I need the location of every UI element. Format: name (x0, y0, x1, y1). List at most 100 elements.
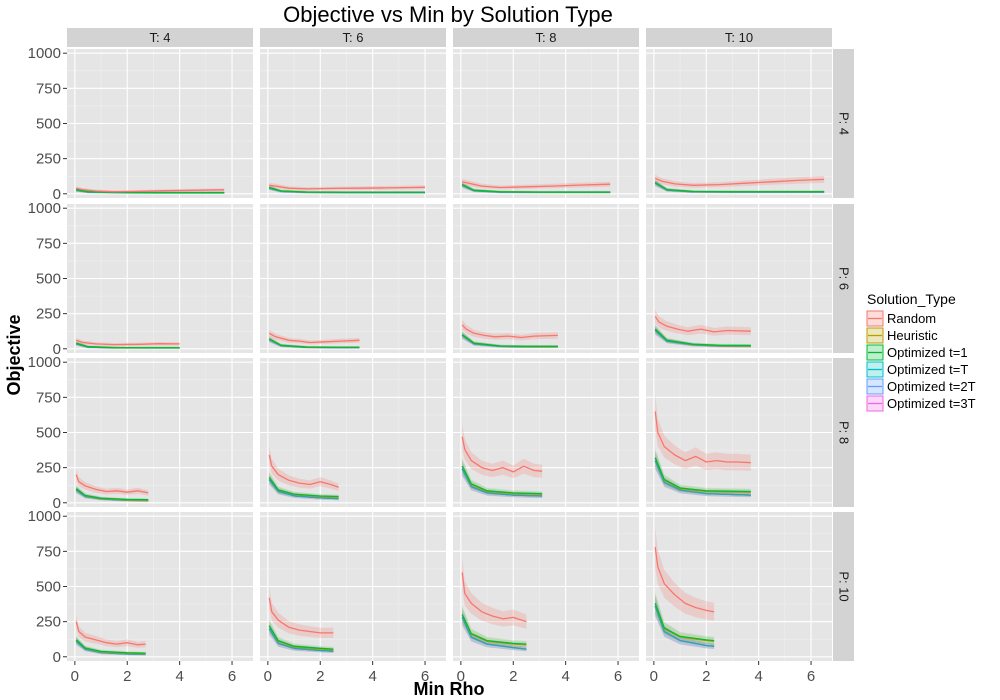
series-line-random (654, 316, 751, 333)
series-line-opt1 (75, 639, 146, 654)
panel-r3-c3 (646, 512, 832, 661)
series-line-random (268, 454, 339, 488)
ribbon-random (655, 394, 751, 471)
legend-label-0: Random (887, 311, 936, 326)
y-tick-label: 750 (36, 543, 61, 560)
x-tick-label: 0 (264, 668, 272, 685)
x-tick-label: 6 (614, 668, 622, 685)
x-tick-label: 6 (228, 668, 236, 685)
x-tick-label: 2 (509, 668, 517, 685)
y-tick-label: 0 (53, 495, 61, 512)
ribbon-heuristic (462, 331, 558, 348)
legend-label-4: Optimized t=2T (887, 379, 976, 394)
facet-label-col-0: T: 4 (150, 30, 171, 45)
panel-r0-c2 (453, 49, 639, 198)
panel-r2-c1 (260, 358, 446, 507)
series-line-optT (268, 479, 339, 500)
series-line-random (654, 177, 825, 186)
x-tick-label: 2 (702, 668, 710, 685)
facet-label-row-1: P: 6 (837, 267, 852, 290)
panel-r2-c0 (67, 358, 253, 507)
ribbon-opt1 (655, 448, 751, 495)
ribbon-optT (655, 452, 751, 498)
series-line-optT (461, 468, 543, 497)
series-line-random (461, 436, 543, 473)
panel-r2-c3 (646, 358, 832, 507)
y-tick-label: 1000 (28, 45, 61, 62)
x-tick-label: 4 (368, 668, 376, 685)
x-tick-label: 2 (316, 668, 324, 685)
facet-strip-row-1 (833, 204, 854, 353)
facet-label-row-3: P: 10 (837, 571, 852, 601)
panel-r1-c3 (646, 204, 832, 353)
y-axis-title: Objective (4, 314, 24, 395)
x-tick-label: 0 (457, 668, 465, 685)
y-tick-label: 500 (36, 425, 61, 442)
series-line-optT (75, 640, 146, 655)
x-tick-label: 0 (650, 668, 658, 685)
chart-title: Objective vs Min by Solution Type (283, 2, 613, 27)
series-line-opt1 (75, 488, 149, 501)
y-tick-label: 500 (36, 579, 61, 596)
facet-label-col-2: T: 8 (536, 30, 557, 45)
panel-r1-c1 (260, 204, 446, 353)
facet-strip-row-2 (833, 358, 854, 507)
ribbon-opt1 (462, 331, 558, 348)
panel-r0-c3 (646, 49, 832, 198)
x-axis-title: Min Rho (414, 679, 485, 699)
ribbon-opt2T (655, 596, 715, 649)
facet-strip-col-2 (453, 28, 639, 47)
facet-strip-col-0 (67, 28, 253, 47)
panel-r1-c2 (453, 204, 639, 353)
ribbon-random (462, 424, 543, 479)
facet-strip-col-3 (646, 28, 832, 47)
series-line-random (268, 597, 334, 634)
x-tick-label: 0 (71, 668, 79, 685)
ribbon-random (462, 178, 611, 190)
series-line-opt1 (268, 477, 339, 498)
series-line-optT (654, 605, 715, 647)
panel-r1-c0 (67, 204, 253, 353)
legend: Solution_Type Random Heuristic Optimized t=… (866, 291, 976, 412)
series-line-optT (268, 628, 334, 652)
ribbon-random (462, 556, 527, 629)
facet-panels: T: 4 T: 6 T: 8 T: 10 P: 4 P: 6 P: 8 P: 10 0 250 50… (28, 28, 854, 685)
series-line-opt1 (268, 625, 334, 650)
series-line-opt1 (654, 181, 825, 193)
y-tick-label: 1000 (28, 200, 61, 217)
y-tick-label: 250 (36, 151, 61, 168)
ribbon-opt2T (655, 452, 751, 498)
ribbon-heuristic (655, 448, 751, 495)
panel-r2-c2 (453, 358, 639, 507)
series-line-random (75, 474, 149, 494)
facet-label-col-1: T: 6 (343, 30, 364, 45)
legend-label-1: Heuristic (887, 328, 938, 343)
series-line-random (76, 187, 225, 193)
ribbon-optT (655, 596, 715, 649)
y-tick-label: 0 (53, 649, 61, 666)
series-line-random (654, 411, 751, 464)
y-tick-label: 0 (53, 341, 61, 358)
ribbon-heuristic (462, 458, 543, 497)
y-tick-label: 500 (36, 271, 61, 288)
y-tick-label: 1000 (28, 508, 61, 525)
series-line-random (75, 339, 180, 346)
series-line-opt1 (654, 328, 751, 347)
legend-label-3: Optimized t=T (887, 362, 968, 377)
ribbon-random (655, 174, 825, 188)
x-tick-label: 4 (561, 668, 569, 685)
x-tick-label: 2 (123, 668, 131, 685)
series-line-optT (461, 617, 527, 650)
ribbon-random (655, 526, 715, 621)
ribbon-opt1 (462, 458, 543, 497)
series-line-random (268, 332, 360, 344)
series-line-opt1 (76, 342, 180, 349)
y-tick-label: 500 (36, 116, 61, 133)
y-tick-label: 250 (36, 306, 61, 323)
facet-label-col-3: T: 10 (725, 30, 753, 45)
x-tick-label: 4 (175, 668, 183, 685)
series-line-opt1 (654, 603, 715, 642)
legend-title: Solution_Type (867, 291, 956, 307)
ribbon-opt3T (655, 596, 715, 649)
x-tick-label: 6 (807, 668, 815, 685)
